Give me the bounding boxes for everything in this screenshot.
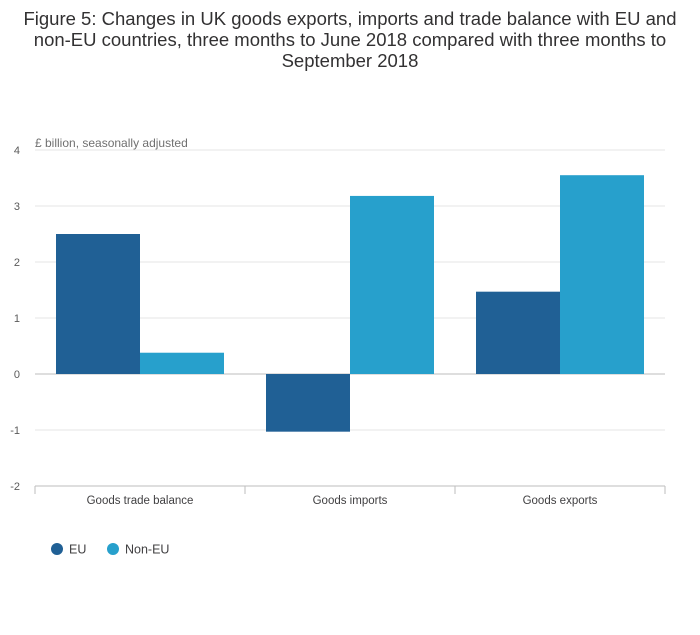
x-category-label: Goods trade balance — [87, 495, 194, 507]
y-tick-label: 1 — [14, 313, 20, 325]
y-tick-label: 2 — [14, 257, 20, 269]
bar[interactable] — [56, 234, 140, 374]
legend-marker — [107, 543, 119, 555]
bar[interactable] — [560, 175, 644, 374]
y-tick-label: 0 — [14, 369, 20, 381]
bar[interactable] — [140, 352, 224, 374]
y-tick-label: -2 — [10, 481, 20, 493]
legend-label: EU — [69, 543, 86, 557]
y-tick-label: 3 — [14, 201, 20, 213]
x-category-label: Goods imports — [313, 495, 388, 507]
y-tick-label: 4 — [14, 145, 20, 157]
legend-label: Non-EU — [125, 543, 169, 557]
bar[interactable] — [476, 291, 560, 374]
legend-marker — [51, 543, 63, 555]
y-axis-label: £ billion, seasonally adjusted — [35, 136, 188, 150]
bar[interactable] — [350, 195, 434, 374]
x-category-label: Goods exports — [523, 495, 598, 507]
bar[interactable] — [266, 374, 350, 432]
chart-title: Figure 5: Changes in UK goods exports, i… — [23, 8, 677, 71]
y-tick-label: -1 — [10, 425, 20, 437]
